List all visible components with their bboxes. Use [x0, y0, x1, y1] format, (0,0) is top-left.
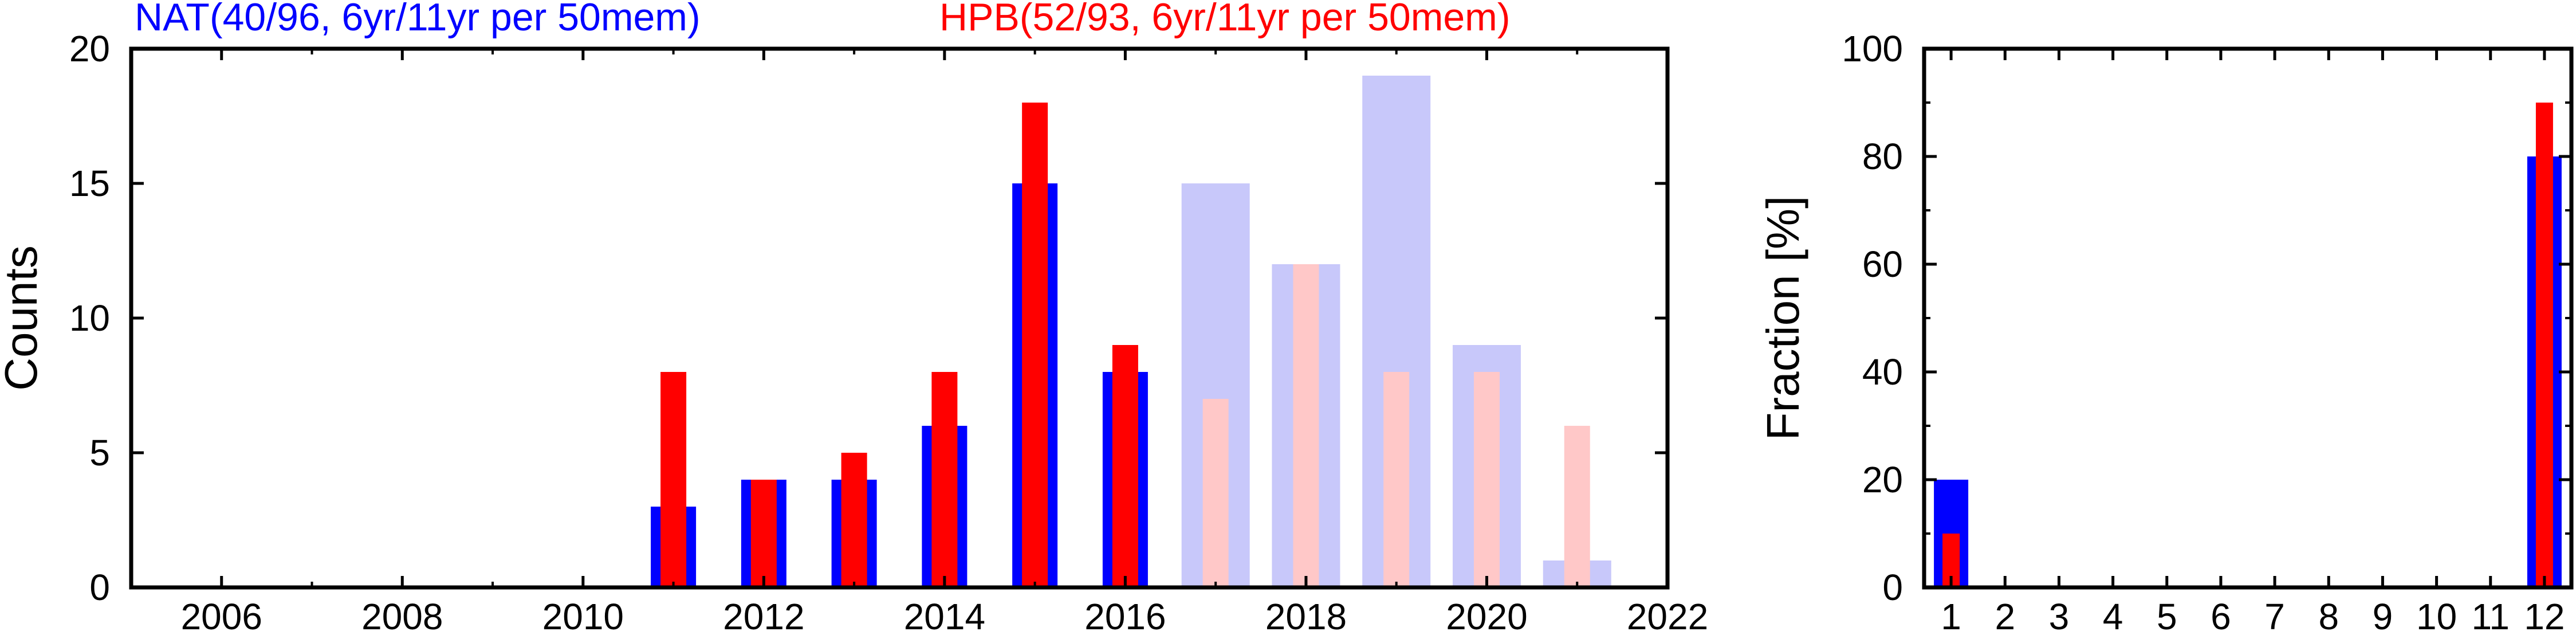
projected-hpb-bar	[1473, 372, 1500, 587]
x-tick-label: 2006	[181, 596, 262, 637]
x-tick-label: 2012	[723, 596, 804, 637]
month-tick-label: 4	[2103, 596, 2123, 637]
y-tick-label: 20	[69, 28, 110, 69]
x-tick-label: 2016	[1084, 596, 1166, 637]
month-tick-label: 11	[2472, 596, 2510, 637]
y-tick-label: 15	[69, 163, 110, 204]
month-tick-label: 5	[2157, 596, 2177, 637]
hpb-fraction-bar	[2535, 103, 2553, 587]
x-tick-label: 2008	[361, 596, 443, 637]
counts-y-axis-label: Counts	[0, 245, 46, 390]
y-tick-label: 0	[89, 567, 110, 608]
hpb-count-bar	[750, 480, 777, 587]
projected-hpb-bar	[1293, 264, 1319, 587]
fraction-y-axis-label: Fraction [%]	[1757, 196, 1808, 441]
fraction-chart-frame	[1922, 46, 2574, 590]
projected-hpb-bar	[1564, 426, 1590, 587]
y-tick-label: 0	[1882, 567, 1903, 608]
hpb-series-label: HPB(52/93, 6yr/11yr per 50mem)	[939, 0, 1510, 39]
projected-hpb-bar	[1383, 372, 1410, 587]
month-tick-label: 12	[2524, 596, 2565, 637]
y-tick-label: 5	[89, 432, 110, 473]
x-tick-label: 2022	[1627, 596, 1708, 637]
month-tick-label: 3	[2049, 596, 2070, 637]
hpb-count-bar	[660, 372, 687, 587]
y-tick-label: 20	[1862, 459, 1903, 500]
nat-series-label: NAT(40/96, 6yr/11yr per 50mem)	[135, 0, 701, 39]
x-tick-label: 2020	[1446, 596, 1527, 637]
month-tick-label: 2	[1995, 596, 2015, 637]
counts-bars	[651, 76, 1611, 587]
counts-axis-ticks: 2006 2008 2010 2012 2014 2016 2018 2020 2022 0 5 10…	[69, 28, 1708, 637]
hpb-count-bar	[1022, 103, 1048, 587]
counts-chart-frame	[129, 46, 1670, 590]
y-tick-label: 100	[1842, 28, 1903, 69]
y-tick-label: 40	[1862, 351, 1903, 393]
x-tick-label: 2014	[904, 596, 985, 637]
y-tick-label: 60	[1862, 244, 1903, 285]
hpb-count-bar	[931, 372, 958, 587]
x-tick-label: 2018	[1265, 596, 1347, 637]
month-tick-label: 6	[2211, 596, 2231, 637]
month-tick-label: 10	[2416, 596, 2457, 637]
fraction-bars	[1934, 103, 2562, 587]
x-tick-label: 2010	[542, 596, 624, 637]
month-tick-label: 7	[2264, 596, 2285, 637]
projected-hpb-bar	[1202, 399, 1229, 587]
month-tick-label: 9	[2373, 596, 2393, 637]
month-tick-label: 8	[2318, 596, 2339, 637]
hpb-count-bar	[1112, 345, 1138, 587]
month-tick-label: 1	[1941, 596, 1961, 637]
hpb-count-bar	[841, 453, 867, 587]
y-tick-label: 10	[69, 297, 110, 339]
counts-chart: 2006 2008 2010 2012 2014 2016 2018 2020 2022 0 5 10…	[0, 28, 1708, 637]
y-tick-label: 80	[1862, 136, 1903, 177]
